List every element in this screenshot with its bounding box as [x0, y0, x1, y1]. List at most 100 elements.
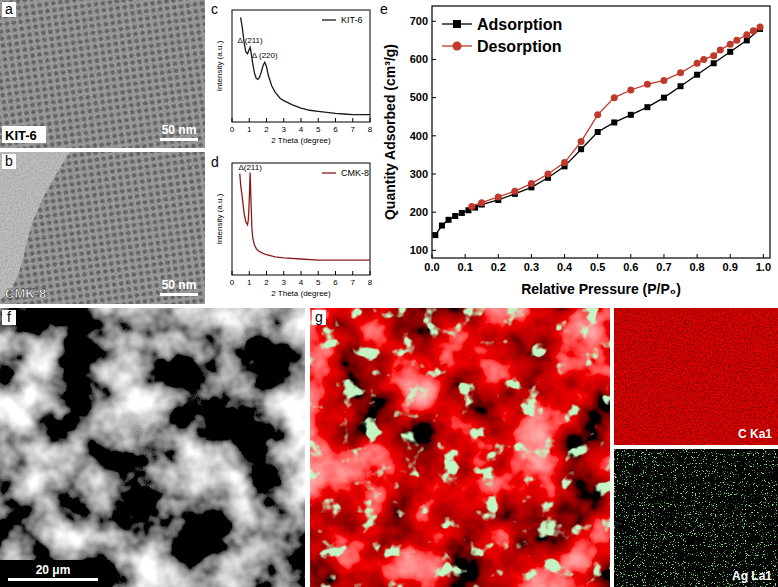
y-tick-label: 200: [410, 206, 428, 218]
marker: [446, 217, 452, 223]
x-tick: [301, 118, 302, 122]
annotation: Δ (220): [252, 51, 278, 60]
y-tick-label: 700: [410, 15, 428, 27]
marker: [578, 138, 585, 145]
x-tick-label: 8: [368, 278, 373, 287]
y-tick-label: 100: [410, 244, 428, 256]
tem-image: [0, 152, 205, 304]
marker: [678, 83, 684, 89]
x-tick: [465, 254, 466, 258]
tem-noise: [0, 0, 205, 148]
y-axis-label: Quantity Adsorbed (cm³/g): [382, 44, 398, 220]
x-tick-label: 0.3: [524, 261, 539, 273]
marker: [611, 94, 618, 101]
marker: [757, 24, 764, 31]
panel-label: c: [211, 1, 218, 17]
ag-map: [614, 449, 778, 587]
scale-text: 20 μm: [36, 563, 71, 577]
y-tick: [432, 174, 436, 175]
marker: [710, 52, 717, 59]
y-tick-label: 600: [410, 53, 428, 65]
caption: Ag La1: [732, 569, 772, 583]
x-tick-label: 0.7: [656, 261, 671, 273]
x-tick-label: 2: [264, 278, 269, 287]
annotation: Δ(211): [238, 163, 262, 172]
marker: [468, 203, 475, 210]
marker: [750, 27, 757, 34]
x-tick-label: 0.2: [491, 261, 506, 273]
marker: [717, 46, 724, 53]
x-tick: [301, 271, 302, 275]
marker: [578, 146, 584, 152]
marker: [528, 180, 535, 187]
x-tick: [266, 271, 267, 275]
marker: [733, 37, 740, 44]
eds-overlay: [310, 308, 610, 587]
series-line: [472, 27, 760, 206]
marker: [628, 112, 634, 118]
x-tick-label: 4: [299, 125, 304, 134]
x-tick: [266, 118, 267, 122]
marker: [743, 31, 750, 38]
marker: [432, 232, 438, 238]
y-tick: [432, 135, 436, 136]
x-tick-label: 1: [247, 278, 252, 287]
marker: [544, 171, 551, 178]
panel-label: b: [5, 153, 13, 169]
x-tick: [730, 254, 731, 258]
y-tick: [432, 250, 436, 251]
marker: [627, 87, 634, 94]
caption: CMK-8: [5, 286, 46, 301]
plot-frame: [432, 6, 770, 258]
x-tick: [564, 254, 565, 258]
plot-area: [240, 173, 370, 260]
x-tick: [370, 271, 371, 275]
x-tick-label: 0: [230, 278, 235, 287]
legend-line: [322, 172, 336, 173]
x-tick: [232, 118, 233, 122]
y-axis-label: Intensity (a.u.): [215, 40, 224, 91]
plot-frame: [232, 10, 370, 122]
x-tick: [335, 271, 336, 275]
x-tick-label: 6: [333, 278, 338, 287]
marker: [677, 69, 684, 76]
series-line: [435, 29, 760, 235]
ag-overlay: [310, 308, 610, 587]
x-tick: [249, 118, 250, 122]
x-axis-label: 2 Theta (degree): [271, 136, 331, 145]
x-tick: [283, 271, 284, 275]
sem-image: [0, 308, 305, 587]
x-tick: [498, 254, 499, 258]
marker: [660, 77, 667, 84]
x-axis-label: 2 Theta (degree): [271, 289, 331, 298]
caption: KIT-6: [5, 128, 37, 143]
x-tick: [663, 254, 664, 258]
x-tick-label: 0.4: [557, 261, 573, 273]
label-box: [312, 310, 326, 325]
marker: [561, 159, 568, 166]
x-tick-label: 0.1: [457, 261, 472, 273]
legend-text: KIT-6: [341, 15, 363, 25]
x-tick-label: 1.0: [756, 261, 771, 273]
x-tick: [630, 254, 631, 258]
x-tick: [335, 118, 336, 122]
x-tick: [432, 254, 433, 258]
panel-label: d: [211, 154, 219, 170]
x-tick: [318, 271, 319, 275]
x-tick-label: 6: [333, 125, 338, 134]
y-tick: [432, 97, 436, 98]
scale-text: 50 nm: [162, 278, 197, 292]
marker: [439, 223, 445, 229]
x-tick: [283, 118, 284, 122]
tem-noise: [0, 152, 205, 304]
x-tick: [318, 118, 319, 122]
marker: [711, 60, 717, 66]
x-axis-label: Relative Pressure (P/P₀): [521, 281, 681, 297]
tem-image: [0, 0, 205, 148]
marker: [511, 188, 518, 195]
ag-map-bg: [614, 449, 778, 587]
scale-bar: [160, 138, 198, 141]
legend-marker: [453, 20, 461, 28]
caption-box: [2, 126, 46, 143]
c-map: [614, 308, 778, 445]
